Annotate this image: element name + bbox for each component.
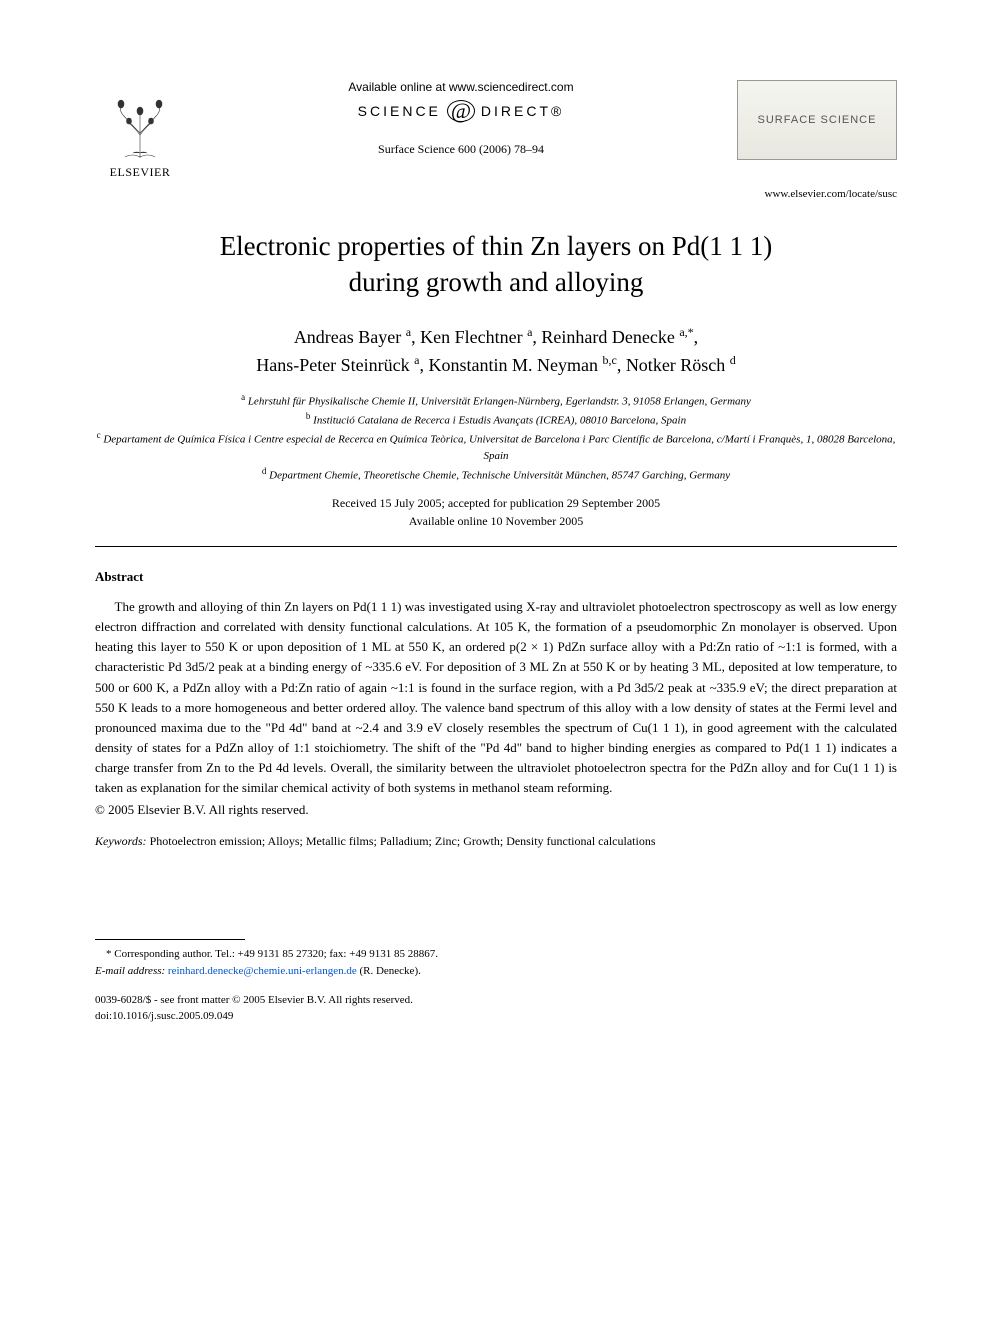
- author: Konstantin M. Neyman: [429, 355, 598, 375]
- header-center: Available online at www.sciencedirect.co…: [185, 80, 737, 157]
- sd-left: SCIENCE: [358, 103, 441, 119]
- abstract-heading: Abstract: [95, 569, 897, 585]
- available-online-text: Available online at www.sciencedirect.co…: [348, 80, 573, 94]
- author-mark: a: [414, 353, 419, 367]
- affiliation: a Lehrstuhl für Physikalische Chemie II,…: [95, 391, 897, 410]
- date-received: Received 15 July 2005; accepted for publ…: [332, 496, 660, 510]
- footnote-separator: [95, 939, 245, 940]
- journal-box-label: SURFACE SCIENCE: [758, 114, 877, 126]
- author-mark: a,*: [679, 325, 693, 339]
- email-label: E-mail address:: [95, 965, 165, 977]
- sd-right: DIRECT®: [481, 103, 564, 119]
- publisher-name: ELSEVIER: [110, 165, 171, 180]
- author: Ken Flechtner: [420, 327, 522, 347]
- science-direct-logo: SCIENCE @ DIRECT®: [358, 100, 565, 122]
- citation: Surface Science 600 (2006) 78–94: [378, 142, 544, 157]
- abstract-body: The growth and alloying of thin Zn layer…: [95, 597, 897, 798]
- keywords-text: Photoelectron emission; Alloys; Metallic…: [147, 834, 656, 848]
- affiliations: a Lehrstuhl für Physikalische Chemie II,…: [95, 391, 897, 484]
- divider: [95, 546, 897, 547]
- author-mark: a: [406, 325, 411, 339]
- journal-url[interactable]: www.elsevier.com/locate/susc: [95, 188, 897, 200]
- author: Hans-Peter Steinrück: [256, 355, 409, 375]
- elsevier-tree-icon: [105, 93, 175, 163]
- keywords: Keywords: Photoelectron emission; Alloys…: [95, 834, 897, 849]
- keywords-label: Keywords:: [95, 834, 147, 848]
- article-title: Electronic properties of thin Zn layers …: [95, 228, 897, 301]
- publisher-logo: ELSEVIER: [95, 80, 185, 180]
- author-mark: b,c: [602, 353, 616, 367]
- title-line-1: Electronic properties of thin Zn layers …: [220, 231, 773, 261]
- author: Reinhard Denecke: [541, 327, 674, 347]
- affiliation: d Department Chemie, Theoretische Chemie…: [95, 465, 897, 484]
- author: Notker Rösch: [626, 355, 725, 375]
- author-list: Andreas Bayer a, Ken Flechtner a, Reinha…: [95, 323, 897, 379]
- date-online: Available online 10 November 2005: [409, 514, 583, 528]
- email-link[interactable]: reinhard.denecke@chemie.uni-erlangen.de: [168, 965, 357, 977]
- author-mark: a: [527, 325, 532, 339]
- author-mark: d: [730, 353, 736, 367]
- email-person: (R. Denecke).: [359, 965, 420, 977]
- affiliation: c Departament de Química Física i Centre…: [95, 429, 897, 465]
- author: Andreas Bayer: [294, 327, 401, 347]
- front-matter: 0039-6028/$ - see front matter © 2005 El…: [95, 993, 897, 1008]
- star-icon: *: [106, 948, 112, 960]
- publication-dates: Received 15 July 2005; accepted for publ…: [95, 494, 897, 530]
- sd-at-icon: @: [447, 100, 475, 122]
- header-row: ELSEVIER Available online at www.science…: [95, 80, 897, 180]
- title-line-2: during growth and alloying: [349, 267, 644, 297]
- journal-cover-box: SURFACE SCIENCE: [737, 80, 897, 160]
- journal-column: SURFACE SCIENCE: [737, 80, 897, 160]
- front-matter-block: 0039-6028/$ - see front matter © 2005 El…: [95, 993, 897, 1024]
- abstract-copyright: © 2005 Elsevier B.V. All rights reserved…: [95, 802, 897, 818]
- corr-text: Corresponding author. Tel.: +49 9131 85 …: [114, 948, 438, 960]
- affiliation: b Institució Catalana de Recerca i Estud…: [95, 410, 897, 429]
- corresponding-author-footnote: * Corresponding author. Tel.: +49 9131 8…: [95, 946, 897, 979]
- doi: doi:10.1016/j.susc.2005.09.049: [95, 1009, 897, 1024]
